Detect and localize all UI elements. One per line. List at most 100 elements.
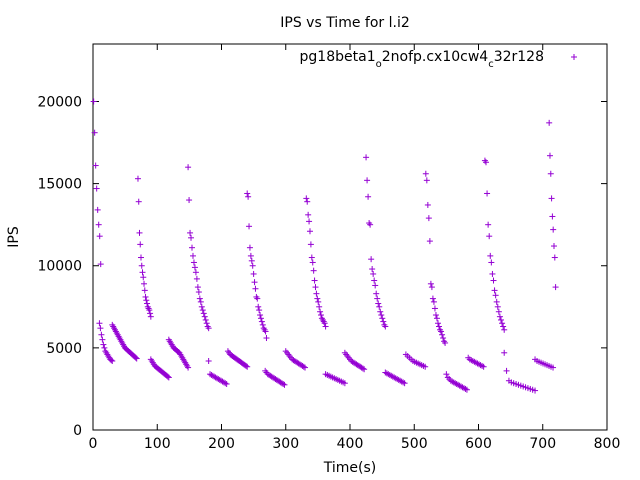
data-point-298 <box>400 379 407 386</box>
data-point-3 <box>93 185 100 192</box>
data-point-52 <box>136 229 143 236</box>
legend-plus-icon <box>571 54 577 60</box>
x-axis-label: Time(s) <box>323 460 376 476</box>
data-point-20 <box>108 357 115 364</box>
data-point-7 <box>97 261 104 268</box>
data-point-265 <box>361 366 368 373</box>
data-point-231 <box>317 308 324 315</box>
data-point-313 <box>423 177 430 184</box>
data-point-402 <box>546 152 553 159</box>
data-point-174 <box>255 303 262 310</box>
data-point-366 <box>490 277 497 284</box>
data-point-58 <box>141 280 148 287</box>
y-tick-label-4: 20000 <box>37 94 82 110</box>
data-point-109 <box>186 197 193 204</box>
data-point-267 <box>364 177 371 184</box>
data-point-50 <box>134 175 141 182</box>
data-point-332 <box>443 371 450 378</box>
data-point-405 <box>549 213 556 220</box>
data-point-165 <box>246 244 253 251</box>
data-point-107 <box>185 364 192 371</box>
data-point-161 <box>244 363 251 370</box>
data-point-317 <box>427 280 434 287</box>
data-point-164 <box>246 223 253 230</box>
data-point-329 <box>440 335 447 342</box>
data-point-175 <box>256 307 263 314</box>
data-point-67 <box>147 313 154 320</box>
data-point-219 <box>306 218 313 225</box>
x-tick-label-6: 600 <box>465 436 492 452</box>
data-point-130 <box>205 358 212 365</box>
data-point-127 <box>203 320 210 327</box>
data-point-59 <box>141 287 148 294</box>
data-point-183 <box>263 335 270 342</box>
data-point-224 <box>310 267 317 274</box>
data-point-143 <box>223 381 230 388</box>
data-point-277 <box>374 295 381 302</box>
data-point-121 <box>197 298 204 305</box>
data-point-264 <box>359 365 366 372</box>
data-point-5 <box>95 221 102 228</box>
data-point-401 <box>546 119 553 126</box>
data-point-312 <box>422 170 429 177</box>
data-point-124 <box>200 310 207 317</box>
data-point-198 <box>280 381 287 388</box>
data-point-323 <box>433 315 440 322</box>
data-point-327 <box>438 328 445 335</box>
data-point-170 <box>251 279 258 286</box>
data-point-322 <box>432 312 439 319</box>
data-point-117 <box>193 275 200 282</box>
data-point-229 <box>315 298 322 305</box>
data-point-160 <box>243 362 250 369</box>
axis-ticks <box>92 44 608 431</box>
data-point-173 <box>254 295 261 302</box>
data-point-6 <box>96 233 103 240</box>
data-point-285 <box>382 323 389 330</box>
data-point-369 <box>493 298 500 305</box>
data-point-122 <box>198 303 205 310</box>
plot-frame <box>92 43 608 431</box>
data-point-359 <box>482 159 489 166</box>
data-point-367 <box>491 287 498 294</box>
data-point-236 <box>321 320 328 327</box>
data-point-86 <box>165 374 172 381</box>
data-point-280 <box>377 308 384 315</box>
data-point-221 <box>307 241 314 248</box>
data-point-51 <box>135 198 142 205</box>
data-point-12 <box>100 341 107 348</box>
data-point-232 <box>317 312 324 319</box>
data-point-48 <box>132 354 139 361</box>
data-point-357 <box>480 363 487 370</box>
data-point-220 <box>306 228 313 235</box>
data-point-57 <box>140 274 147 281</box>
data-point-299 <box>401 380 408 387</box>
data-point-110 <box>187 229 194 236</box>
data-point-123 <box>199 307 206 314</box>
data-point-49 <box>133 355 140 362</box>
x-tick-label-2: 200 <box>208 436 235 452</box>
data-point-274 <box>371 277 378 284</box>
data-point-237 <box>322 323 329 330</box>
data-point-321 <box>431 305 438 312</box>
data-point-370 <box>494 303 501 310</box>
data-point-179 <box>259 321 266 328</box>
data-point-177 <box>257 315 264 322</box>
data-point-324 <box>434 320 441 327</box>
data-point-118 <box>194 284 201 291</box>
data-point-368 <box>492 292 499 299</box>
x-tick-label-8: 800 <box>594 436 621 452</box>
x-tick-label-7: 700 <box>529 436 556 452</box>
data-point-178 <box>258 318 265 325</box>
data-point-112 <box>189 244 196 251</box>
x-tick-label-5: 500 <box>401 436 428 452</box>
data-point-228 <box>314 295 321 302</box>
data-point-364 <box>488 259 495 266</box>
data-point-403 <box>547 170 554 177</box>
data-point-268 <box>365 193 372 200</box>
data-point-61 <box>143 297 150 304</box>
data-point-108 <box>185 164 192 171</box>
data-point-365 <box>489 270 496 277</box>
y-axis-label: IPS <box>6 226 22 248</box>
data-point-162 <box>244 190 251 197</box>
